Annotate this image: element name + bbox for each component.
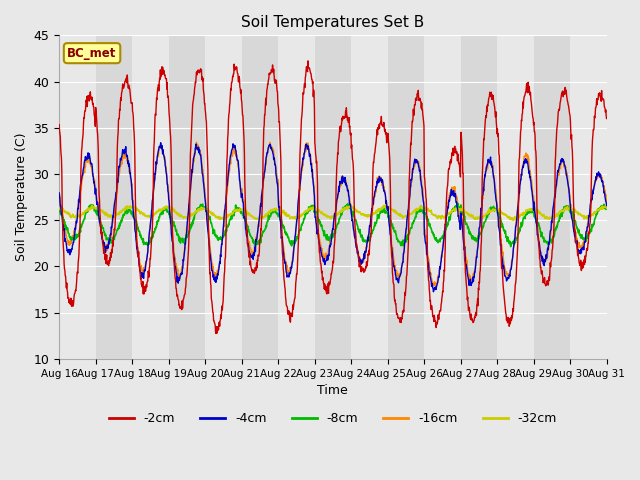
Bar — [278, 36, 315, 359]
Bar — [461, 36, 497, 359]
Bar — [534, 36, 570, 359]
Bar — [168, 36, 205, 359]
Bar — [132, 36, 168, 359]
Bar — [315, 36, 351, 359]
Title: Soil Temperatures Set B: Soil Temperatures Set B — [241, 15, 424, 30]
X-axis label: Time: Time — [317, 384, 348, 397]
Bar — [351, 36, 388, 359]
Bar — [497, 36, 534, 359]
Legend: -2cm, -4cm, -8cm, -16cm, -32cm: -2cm, -4cm, -8cm, -16cm, -32cm — [104, 407, 562, 430]
Bar — [95, 36, 132, 359]
Text: BC_met: BC_met — [67, 47, 116, 60]
Bar — [388, 36, 424, 359]
Bar — [242, 36, 278, 359]
Y-axis label: Soil Temperature (C): Soil Temperature (C) — [15, 133, 28, 262]
Bar — [570, 36, 607, 359]
Bar — [59, 36, 95, 359]
Bar — [205, 36, 242, 359]
Bar — [424, 36, 461, 359]
